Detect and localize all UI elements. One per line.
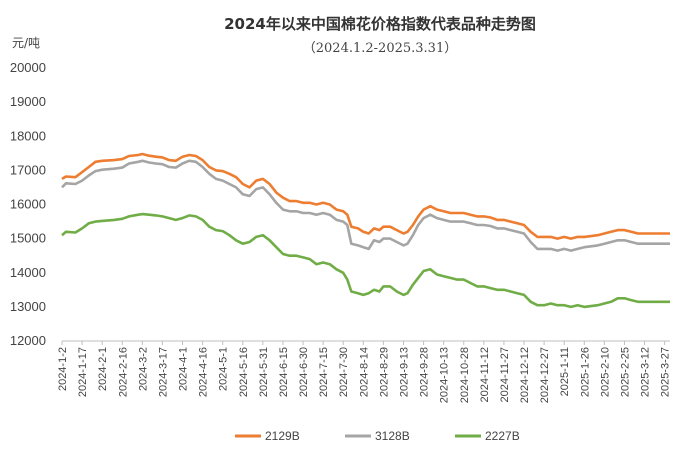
x-tick-label: 2024-9-28 [419,347,431,397]
x-tick-label: 2024-8-29 [378,347,390,397]
x-tick-label: 2024-5-31 [258,347,270,397]
x-tick-label: 2024-5-16 [238,347,250,397]
legend-label-2129B: 2129B [265,429,300,443]
y-tick-label: 12000 [10,333,46,348]
series-lines [61,152,670,309]
x-tick-label: 2024-1-17 [77,347,89,397]
x-tick-label: 2025-3-27 [660,347,672,397]
x-tick-label: 2024-4-1 [178,347,190,391]
x-tick-label: 2025-1-11 [559,347,571,396]
x-tick-label: 2024-6-15 [278,347,290,397]
y-axis-tick-labels: 12000 13000 14000 15000 16000 17000 18000 19000… [10,60,46,348]
legend-label-2227B: 2227B [485,429,520,443]
y-tick-label: 20000 [10,60,46,75]
series-line-2129B [61,152,670,240]
chart-subtitle: （2024.1.2-2025.3.31） [303,41,457,56]
x-tick-label: 2025-2-10 [599,347,611,397]
x-tick-label: 2025-2-25 [619,347,631,397]
x-tick-label: 2024-4-16 [198,347,210,397]
y-tick-label: 17000 [10,162,46,177]
x-tick-label: 2024-10-13 [439,347,451,403]
x-tick-label: 2024-2-16 [117,347,129,397]
x-tick-label: 2024-11-12 [479,347,491,402]
x-tick-label: 2025-3-12 [640,347,652,397]
series-line-2227B [61,212,670,309]
x-tick-label: 2024-3-17 [157,347,169,397]
x-tick-label: 2024-3-2 [137,347,149,391]
x-tick-label: 2025-1-26 [579,347,591,397]
x-tick-label: 2024-6-30 [298,347,310,397]
x-tick-label: 2024-7-30 [338,347,350,397]
y-tick-label: 16000 [10,197,46,212]
legend: 2129B 3128B 2227B [235,429,520,443]
x-tick-label: 2024-10-28 [459,347,471,403]
y-tick-label: 19000 [10,94,46,109]
x-tick-label: 2024-2-1 [97,347,109,391]
y-axis-unit-label: 元/吨 [12,36,40,50]
x-tick-label: 2024-1-2 [57,347,69,391]
x-tick-label: 2024-12-12 [519,347,531,403]
x-tick-label: 2024-9-13 [398,347,410,397]
legend-label-3128B: 3128B [375,429,410,443]
y-tick-label: 18000 [10,128,46,143]
x-tick-label: 2024-5-1 [218,347,230,391]
y-tick-label: 13000 [10,299,46,314]
x-tick-label: 2024-8-14 [358,347,370,397]
x-tick-label: 2024-12-27 [539,347,551,403]
y-tick-label: 14000 [10,265,46,280]
y-tick-label: 15000 [10,231,46,246]
x-tick-label: 2024-7-15 [318,347,330,397]
x-axis-tick-labels: 2024-1-2 2024-1-17 2024-2-1 2024-2-16 2024-3… [57,341,672,403]
chart-title: 2024年以来中国棉花价格指数代表品种走势图 [224,15,536,33]
series-line-3128B [61,159,670,252]
x-tick-label: 2024-11-27 [499,347,511,402]
